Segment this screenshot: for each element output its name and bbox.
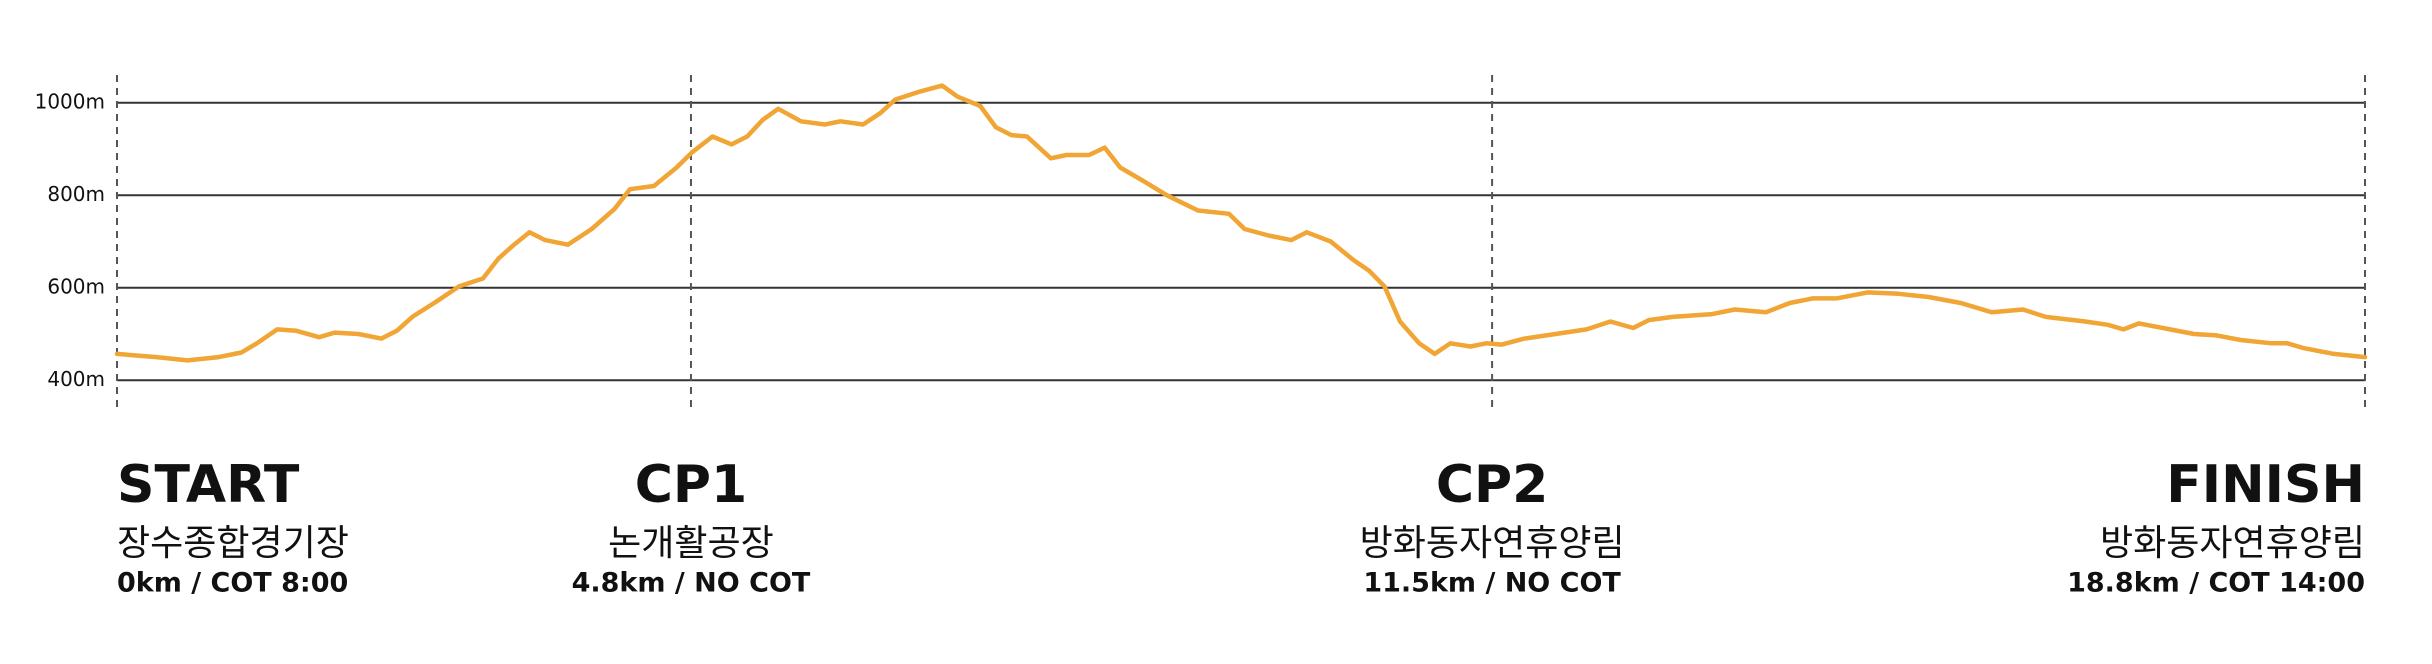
checkpoint-place: 장수종합경기장 <box>117 523 349 564</box>
checkpoint-info: 11.5km / NO COT <box>1363 568 1621 599</box>
y-tick-label: 600m <box>47 274 105 298</box>
checkpoint-info: 4.8km / NO COT <box>572 568 811 599</box>
checkpoint-place: 논개활공장 <box>608 523 774 564</box>
checkpoint-name: CP2 <box>1436 455 1548 515</box>
checkpoint-info: 18.8km / COT 14:00 <box>2067 568 2365 599</box>
checkpoint-place: 방화동자연휴양림 <box>2100 523 2365 564</box>
checkpoint-name: CP1 <box>635 455 747 515</box>
y-tick-label: 1000m <box>35 89 105 113</box>
y-tick-label: 400m <box>47 367 105 391</box>
checkpoint-name: START <box>117 455 300 515</box>
y-tick-label: 800m <box>47 182 105 206</box>
elevation-line <box>114 83 2368 363</box>
checkpoint-place: 방화동자연휴양림 <box>1360 523 1625 564</box>
checkpoint-name: FINISH <box>2166 455 2365 515</box>
checkpoint-info: 0km / COT 8:00 <box>117 568 348 599</box>
